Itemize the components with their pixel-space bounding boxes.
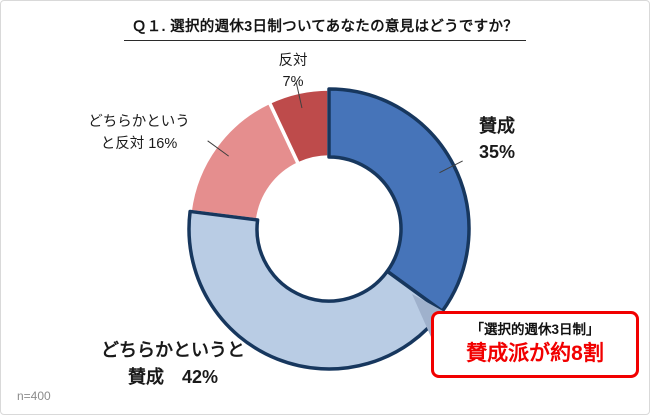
label-oppose-value: 7% [282, 74, 304, 90]
label-oppose-text: 反対 [278, 53, 308, 69]
chart-title-wrap: Ｑ１. 選択的週休3日制ついてあなたの意見はどうですか？ [1, 15, 649, 41]
label-agree: 賛成 35% [459, 113, 535, 165]
chart-title: Ｑ１. 選択的週休3日制ついてあなたの意見はどうですか？ [123, 15, 527, 41]
donut-slice [327, 87, 471, 314]
label-somewhat-agree: どちらかというと 賛成 42% [87, 337, 259, 391]
sample-size: n=400 [17, 389, 51, 403]
label-agree-text: 賛成 [479, 116, 515, 136]
label-somewhat-oppose-text: どちらかという [88, 114, 190, 130]
label-agree-value: 35% [478, 142, 516, 162]
leader-line [295, 82, 303, 109]
label-somewhat-agree-value: 賛成 42% [127, 367, 219, 387]
label-oppose: 反対 7% [254, 51, 332, 93]
leader-line [207, 140, 229, 157]
callout-title: 「選択的週休3日制」 [470, 322, 600, 337]
leader-line [439, 160, 463, 174]
label-somewhat-oppose: どちらかという と反対 16% [63, 111, 215, 155]
label-somewhat-oppose-value: と反対 16% [100, 136, 178, 152]
callout-highlight: 賛成派が約8割 [466, 342, 604, 366]
donut-slice [187, 209, 445, 371]
callout-bubble: 「選択的週休3日制」 賛成派が約8割 [431, 311, 639, 379]
label-somewhat-agree-text: どちらかというと [101, 340, 245, 360]
